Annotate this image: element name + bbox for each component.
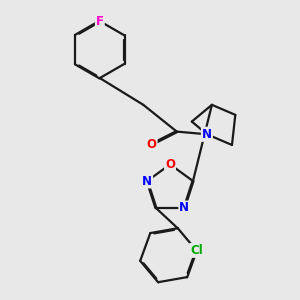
Text: Cl: Cl — [190, 244, 203, 257]
Text: O: O — [147, 138, 157, 151]
Text: N: N — [179, 202, 189, 214]
Text: F: F — [96, 15, 104, 28]
Text: O: O — [165, 158, 175, 171]
Text: N: N — [202, 128, 212, 141]
Text: N: N — [202, 128, 212, 141]
Text: N: N — [142, 175, 152, 188]
